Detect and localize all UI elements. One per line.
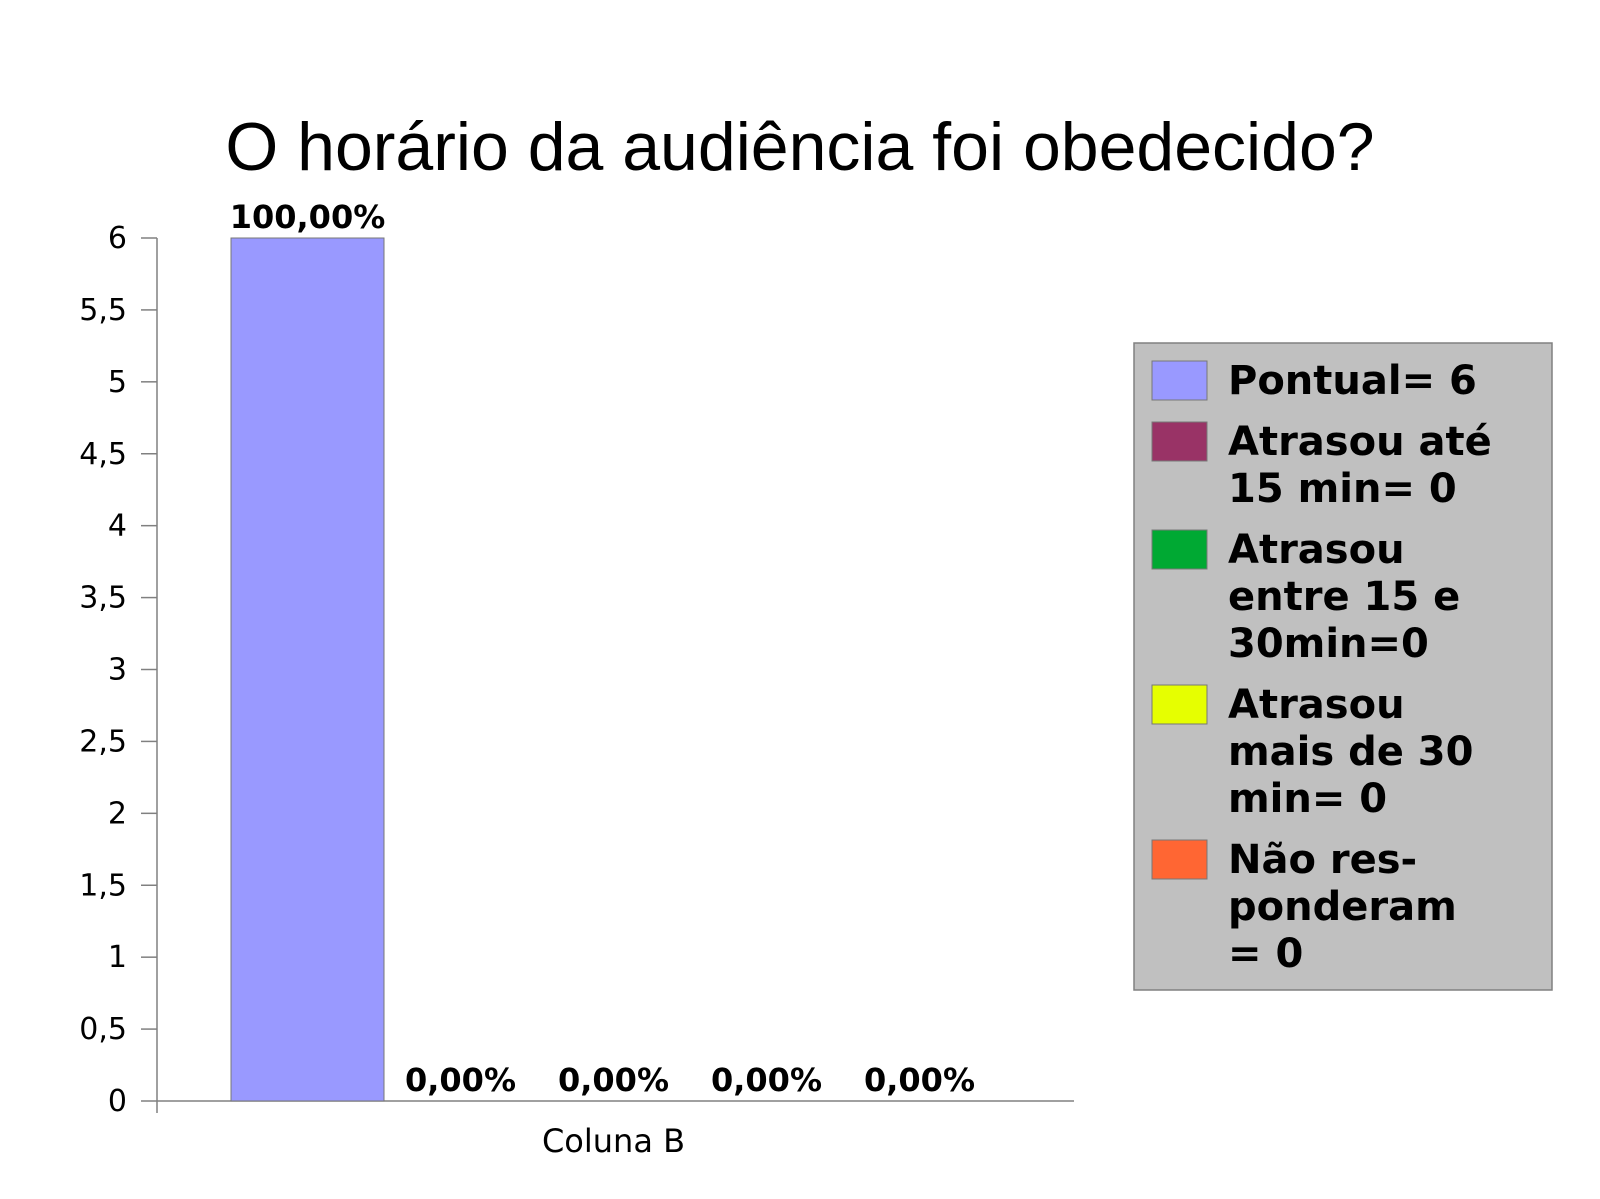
y-tick-label: 4,5 bbox=[79, 437, 127, 472]
y-tick-label: 3 bbox=[108, 653, 127, 688]
bar[interactable] bbox=[230, 237, 385, 1102]
data-label: 0,00% bbox=[558, 1061, 669, 1099]
legend-swatch bbox=[1151, 684, 1208, 725]
legend-swatch bbox=[1151, 529, 1208, 570]
legend-swatch bbox=[1151, 421, 1208, 462]
legend-label: Atrasou mais de 30 min= 0 bbox=[1228, 682, 1473, 822]
x-tick-label: Coluna B bbox=[542, 1122, 685, 1160]
y-tick-label: 5,5 bbox=[79, 293, 127, 328]
plot-area: 0 0,5 1 1,5 2 2,5 3 3,5 4 4,5 5 5,5 6 100,00% 0,00% 0,0… bbox=[79, 198, 1074, 1160]
legend-label: Atrasou até 15 min= 0 bbox=[1228, 419, 1492, 512]
y-tick-label: 3,5 bbox=[79, 581, 127, 616]
y-tick-label: 6 bbox=[108, 221, 127, 256]
legend-swatch bbox=[1151, 360, 1208, 401]
data-label: 0,00% bbox=[864, 1061, 975, 1099]
legend-swatch bbox=[1151, 839, 1208, 880]
chart-title: O horário da audiência foi obedecido? bbox=[225, 109, 1374, 185]
y-tick-label: 0,5 bbox=[79, 1012, 127, 1047]
data-label: 0,00% bbox=[711, 1061, 822, 1099]
y-tick-label: 2,5 bbox=[79, 724, 127, 759]
legend: Pontual= 6 Atrasou até 15 min= 0 Atrasou ent… bbox=[1133, 342, 1553, 991]
y-tick-label: 2 bbox=[108, 796, 127, 831]
y-tick-label: 1,5 bbox=[79, 868, 127, 903]
y-tick-label: 5 bbox=[108, 365, 127, 400]
data-label: 100,00% bbox=[230, 198, 386, 236]
y-tick-label: 0 bbox=[108, 1084, 127, 1119]
data-label: 0,00% bbox=[405, 1061, 516, 1099]
y-tick-label: 4 bbox=[108, 509, 127, 544]
y-tick-label: 1 bbox=[108, 940, 127, 975]
legend-label: Não res-ponderam = 0 bbox=[1228, 837, 1457, 977]
legend-label: Atrasou entre 15 e 30min=0 bbox=[1228, 527, 1460, 667]
legend-label: Pontual= 6 bbox=[1228, 358, 1477, 404]
